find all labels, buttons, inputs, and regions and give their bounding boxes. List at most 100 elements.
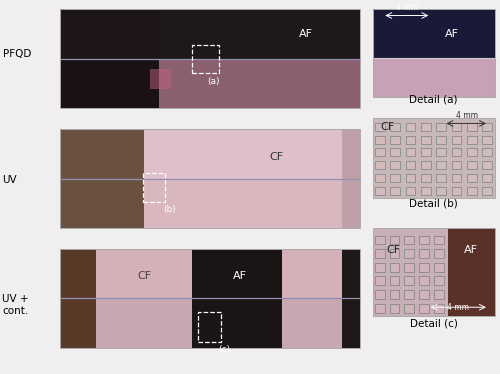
Bar	[198, 312, 220, 342]
Bar	[434, 249, 444, 258]
Bar	[60, 249, 360, 348]
Bar	[482, 187, 492, 195]
Bar	[375, 161, 384, 169]
Bar	[150, 69, 171, 89]
Bar	[372, 228, 448, 316]
Bar	[375, 236, 384, 244]
Bar	[390, 187, 400, 195]
Bar	[192, 45, 219, 73]
Bar	[436, 123, 446, 131]
Bar	[434, 263, 444, 272]
Bar	[404, 249, 414, 258]
Bar	[467, 123, 476, 131]
Bar	[482, 123, 492, 131]
Bar	[436, 187, 446, 195]
Text: CF: CF	[380, 122, 394, 132]
Bar	[434, 276, 444, 285]
Bar	[482, 148, 492, 156]
Bar	[390, 263, 400, 272]
Bar	[390, 148, 400, 156]
Bar	[372, 9, 495, 58]
Bar	[60, 249, 360, 348]
Bar	[406, 148, 415, 156]
Bar	[375, 249, 384, 258]
Text: CF: CF	[386, 245, 400, 255]
Text: 4 mm: 4 mm	[456, 111, 478, 120]
Bar	[419, 263, 429, 272]
Bar	[436, 174, 446, 182]
Bar	[406, 123, 415, 131]
Bar	[375, 290, 384, 299]
Text: Detail (a): Detail (a)	[410, 94, 458, 104]
Bar	[406, 135, 415, 144]
Bar	[482, 161, 492, 169]
Bar	[390, 135, 400, 144]
Bar	[436, 148, 446, 156]
Bar	[421, 148, 430, 156]
Bar	[375, 148, 384, 156]
Bar	[467, 174, 476, 182]
Bar	[390, 290, 400, 299]
Bar	[419, 236, 429, 244]
Bar	[467, 187, 476, 195]
Bar	[390, 249, 400, 258]
Bar	[406, 174, 415, 182]
Bar	[452, 161, 462, 169]
Bar	[390, 304, 400, 313]
Bar	[142, 173, 165, 202]
Text: Detail (c): Detail (c)	[410, 319, 458, 328]
Bar	[60, 129, 144, 228]
Text: Detail (b): Detail (b)	[410, 199, 458, 209]
Text: 4 mm: 4 mm	[396, 3, 418, 12]
Bar	[390, 276, 400, 285]
Bar	[96, 249, 192, 348]
Bar	[390, 161, 400, 169]
Bar	[419, 249, 429, 258]
Text: CF: CF	[269, 152, 283, 162]
Bar	[452, 123, 462, 131]
Bar	[60, 59, 360, 108]
Bar	[372, 118, 495, 198]
Bar	[372, 228, 495, 316]
Text: AF: AF	[299, 29, 313, 39]
Bar	[282, 249, 342, 348]
Bar	[60, 249, 96, 348]
Bar	[421, 123, 430, 131]
Bar	[375, 174, 384, 182]
Bar	[436, 161, 446, 169]
Bar	[448, 228, 495, 316]
Bar	[404, 263, 414, 272]
Bar	[390, 123, 400, 131]
Bar	[390, 236, 400, 244]
Bar	[419, 304, 429, 313]
Text: CF: CF	[137, 272, 151, 282]
Bar	[372, 9, 495, 97]
Bar	[372, 118, 495, 198]
Bar	[144, 129, 360, 228]
Text: AF: AF	[445, 29, 459, 39]
Bar	[452, 148, 462, 156]
Bar	[421, 174, 430, 182]
Bar	[390, 174, 400, 182]
Bar	[452, 187, 462, 195]
Text: PFQD: PFQD	[2, 49, 31, 59]
Bar	[375, 135, 384, 144]
Bar	[159, 9, 360, 59]
Bar	[404, 276, 414, 285]
Bar	[434, 236, 444, 244]
Bar	[404, 236, 414, 244]
Bar	[404, 304, 414, 313]
Bar	[421, 187, 430, 195]
Bar	[60, 129, 360, 228]
Bar	[282, 249, 342, 298]
Bar	[452, 135, 462, 144]
Text: (c): (c)	[218, 345, 230, 354]
Bar	[159, 59, 360, 108]
Bar	[192, 249, 282, 348]
Bar	[421, 135, 430, 144]
Bar	[342, 249, 360, 348]
Bar	[404, 290, 414, 299]
Text: (a): (a)	[207, 77, 220, 86]
Bar	[419, 290, 429, 299]
Bar	[406, 187, 415, 195]
